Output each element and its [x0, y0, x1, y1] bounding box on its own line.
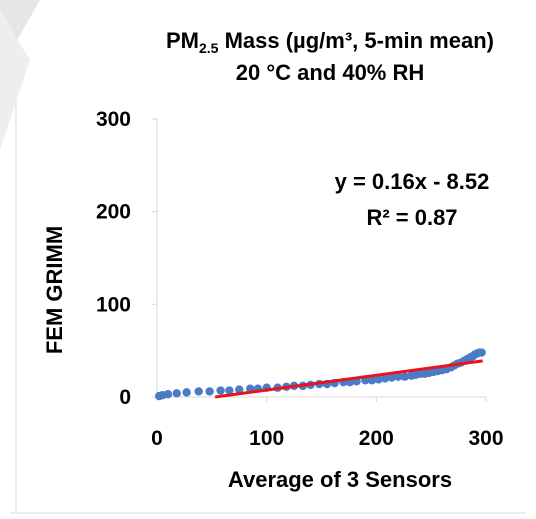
- data-point: [205, 387, 214, 396]
- data-point: [216, 386, 225, 395]
- data-point: [194, 387, 203, 396]
- y-tick-label: 300: [96, 108, 131, 131]
- data-point: [380, 374, 390, 383]
- y-tick-label: 200: [96, 201, 131, 224]
- chart-title: PM2.5 Mass (µg/m³, 5-min mean): [166, 28, 494, 56]
- data-point: [235, 385, 244, 394]
- data-point: [172, 389, 181, 398]
- x-axis-label: Average of 3 Sensors: [228, 467, 452, 492]
- y-tick-label: 100: [96, 293, 131, 316]
- data-point: [225, 386, 234, 395]
- data-point: [387, 373, 396, 382]
- chart-title-subscript: 2.5: [199, 40, 219, 56]
- data-point: [477, 348, 486, 357]
- chart-title-rest: Mass (µg/m³, 5-min mean): [218, 28, 494, 53]
- trendline: [214, 359, 483, 399]
- x-tick-label: 300: [468, 427, 503, 450]
- x-tick-label: 0: [151, 427, 163, 450]
- data-point: [400, 372, 410, 381]
- trendline-layer: [214, 359, 483, 399]
- data-point: [394, 372, 403, 381]
- data-point: [374, 375, 383, 384]
- data-points: [154, 348, 486, 401]
- tick-labels: 0 100 200 300 0 100 200 300: [96, 108, 504, 450]
- x-tick-label: 200: [359, 427, 394, 450]
- r-squared-label: R² = 0.87: [366, 205, 457, 230]
- y-axis-label: FEM GRIMM: [42, 226, 67, 354]
- data-point: [367, 376, 377, 385]
- data-point: [163, 390, 173, 399]
- x-tick-label: 100: [249, 427, 284, 450]
- y-tick-label: 0: [119, 386, 131, 409]
- chart-subtitle: 20 °C and 40% RH: [236, 60, 425, 85]
- tick-marks: [152, 118, 487, 402]
- data-point: [182, 388, 191, 397]
- watermark-stripe-2: [0, 10, 30, 150]
- trendline-equation: y = 0.16x - 8.52: [335, 169, 490, 194]
